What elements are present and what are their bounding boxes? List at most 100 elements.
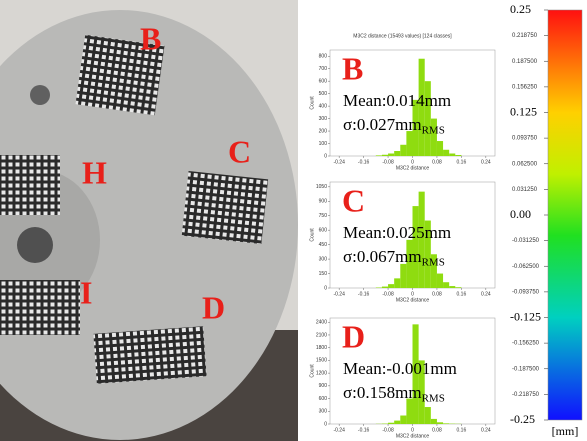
y-tick-label: 300 (319, 116, 328, 122)
photo (0, 0, 298, 441)
y-tick-label: 700 (319, 66, 328, 72)
y-tick-label: 300 (319, 256, 328, 262)
bar (449, 154, 455, 156)
y-tick-label: 1800 (316, 345, 327, 351)
colorbar-label: 0.00 (510, 207, 531, 221)
photo-label: C (228, 133, 251, 169)
y-tick-label: 100 (319, 141, 328, 147)
y-tick-label: 2400 (316, 320, 327, 326)
y-tick-label: 1200 (316, 370, 327, 376)
bar (455, 287, 461, 288)
x-axis-label: M3C2 distance (396, 433, 430, 439)
annotation-sigma: σ:0.027mm (343, 115, 422, 134)
y-tick-label: 500 (319, 91, 328, 97)
bar (400, 264, 406, 288)
y-tick-label: 0 (324, 153, 327, 159)
x-tick-label: 0.24 (481, 159, 491, 165)
annotation-letter: B (342, 50, 363, 86)
photo-label: H (82, 154, 107, 190)
y-tick-label: 0 (324, 285, 327, 291)
annotation-mean: Mean:0.014mm (343, 91, 451, 110)
y-tick-label: 2100 (316, 332, 327, 338)
y-tick-label: 750 (319, 213, 328, 219)
y-tick-label: 900 (319, 383, 328, 389)
colorbar-label: 0.156250 (512, 84, 538, 90)
bar (394, 151, 400, 156)
y-tick-label: 300 (319, 409, 328, 415)
y-tick-label: 0 (324, 421, 327, 427)
y-tick-label: 600 (319, 396, 328, 402)
annotation-mean: Mean:-0.001mm (343, 359, 457, 378)
annotation-mean: Mean:0.025mm (343, 223, 451, 242)
x-tick-label: 0.16 (457, 427, 467, 433)
x-axis-label: M3C2 distance (396, 165, 430, 171)
annotation-sigma: σ:0.158mm (343, 383, 422, 402)
x-tick-label: 0.24 (481, 427, 491, 433)
colorbar-label: 0.25 (510, 2, 531, 16)
colorbar-label: -0.218750 (512, 392, 540, 398)
y-axis-label: Count (309, 228, 315, 242)
colorbar-label: -0.156250 (512, 341, 540, 347)
bar (443, 423, 449, 424)
y-tick-label: 150 (319, 271, 328, 277)
x-tick-label: 0.08 (432, 427, 442, 433)
annotation-letter: C (342, 182, 365, 218)
y-tick-label: 800 (319, 54, 328, 60)
bar (406, 131, 412, 156)
annotation-subscript: RMS (422, 125, 445, 137)
x-tick-label: -0.24 (333, 159, 345, 165)
x-tick-label: 0.16 (457, 291, 467, 297)
y-tick-label: 900 (319, 199, 328, 205)
bar (394, 421, 400, 424)
x-tick-label: 0.16 (457, 159, 467, 165)
y-tick-label: 200 (319, 128, 328, 134)
photo-label: I (80, 274, 92, 310)
colorbar-label: 0.031250 (512, 187, 538, 193)
bar (400, 145, 406, 156)
x-tick-label: -0.16 (358, 291, 370, 297)
photo-label: B (140, 20, 161, 56)
x-tick-label: -0.16 (358, 427, 370, 433)
colorbar-label: 0.062500 (512, 161, 538, 167)
colorbar-label: 0.187500 (512, 59, 538, 65)
x-tick-label: -0.08 (382, 291, 394, 297)
annotation-subscript: RMS (422, 393, 445, 405)
x-tick-label: 0.08 (432, 291, 442, 297)
bar (388, 284, 394, 288)
colorbar-label: -0.062500 (512, 264, 540, 270)
bar (382, 155, 388, 156)
x-axis-label: M3C2 distance (396, 297, 430, 303)
bar (443, 150, 449, 156)
bar (437, 274, 443, 288)
bar (449, 286, 455, 288)
photo-label: D (202, 289, 225, 325)
x-tick-label: 0.24 (481, 291, 491, 297)
bar (376, 155, 382, 156)
x-tick-label: -0.08 (382, 427, 394, 433)
annotation-letter: D (342, 318, 365, 354)
figure: B H C I D M3C2 distance (15493 values) [… (0, 0, 587, 441)
bar (437, 422, 443, 424)
y-tick-label: 600 (319, 79, 328, 85)
bar (443, 282, 449, 288)
annotation-sigma: σ:0.067mm (343, 247, 422, 266)
x-tick-label: -0.16 (358, 159, 370, 165)
x-tick-label: -0.24 (333, 427, 345, 433)
y-tick-label: 600 (319, 228, 328, 234)
bar (406, 399, 412, 424)
y-tick-label: 1500 (316, 358, 327, 364)
colorbar-label: -0.031250 (512, 238, 540, 244)
bar (382, 287, 388, 288)
x-tick-label: 0.08 (432, 159, 442, 165)
colorbar-label: -0.093750 (512, 289, 540, 295)
colorbar-unit: [mm] (552, 424, 579, 438)
bar (431, 419, 437, 424)
y-tick-label: 1050 (316, 184, 327, 190)
y-tick-label: 450 (319, 242, 328, 248)
x-tick-label: -0.08 (382, 159, 394, 165)
bar (400, 416, 406, 424)
y-tick-label: 400 (319, 103, 328, 109)
colorbar-label: -0.125 (510, 309, 541, 323)
colorbar-label: 0.125 (510, 104, 537, 118)
y-axis-label: Count (309, 364, 315, 378)
